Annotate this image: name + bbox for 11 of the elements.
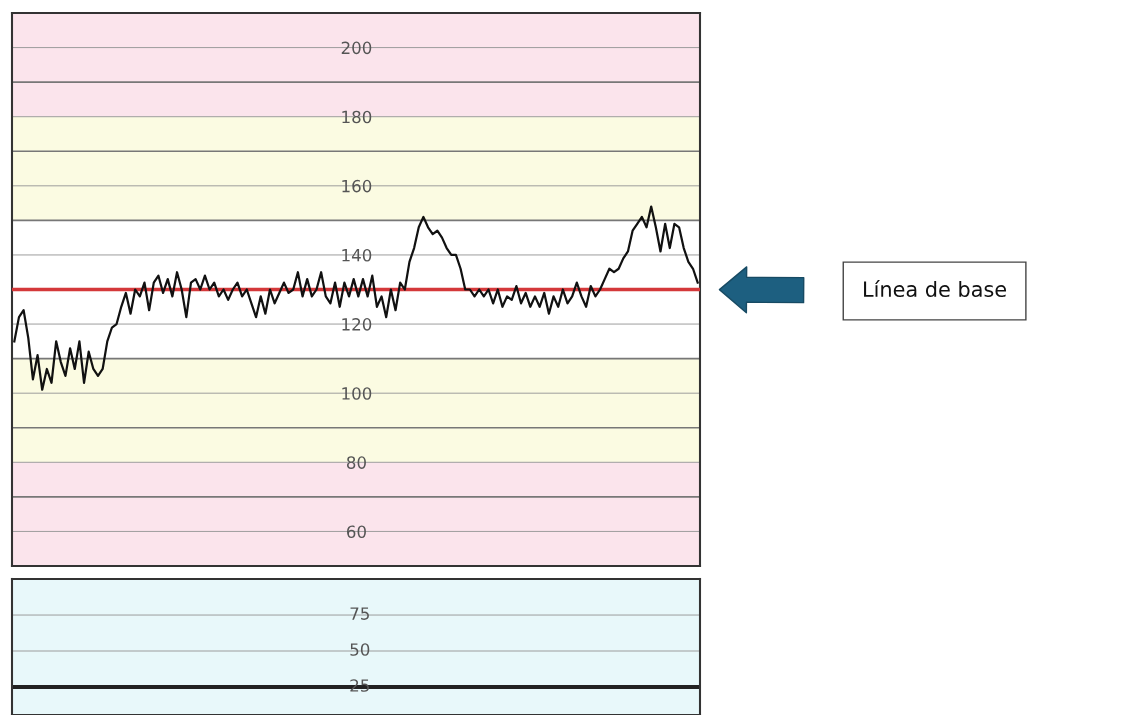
text: 75: [350, 607, 369, 620]
y-tick-label: 160: [342, 179, 372, 193]
y-tick-label: 180: [342, 110, 372, 124]
y-tick-label: 140: [342, 248, 372, 262]
y-tick-label: 60: [347, 525, 366, 539]
y-tick-label: 200: [341, 41, 372, 55]
y-tick-label: 80: [346, 456, 366, 469]
text: 50: [350, 643, 370, 656]
y-tick-label: 100: [342, 387, 372, 400]
text: Línea de base: [864, 280, 1007, 298]
y-tick-label: 120: [342, 318, 372, 331]
